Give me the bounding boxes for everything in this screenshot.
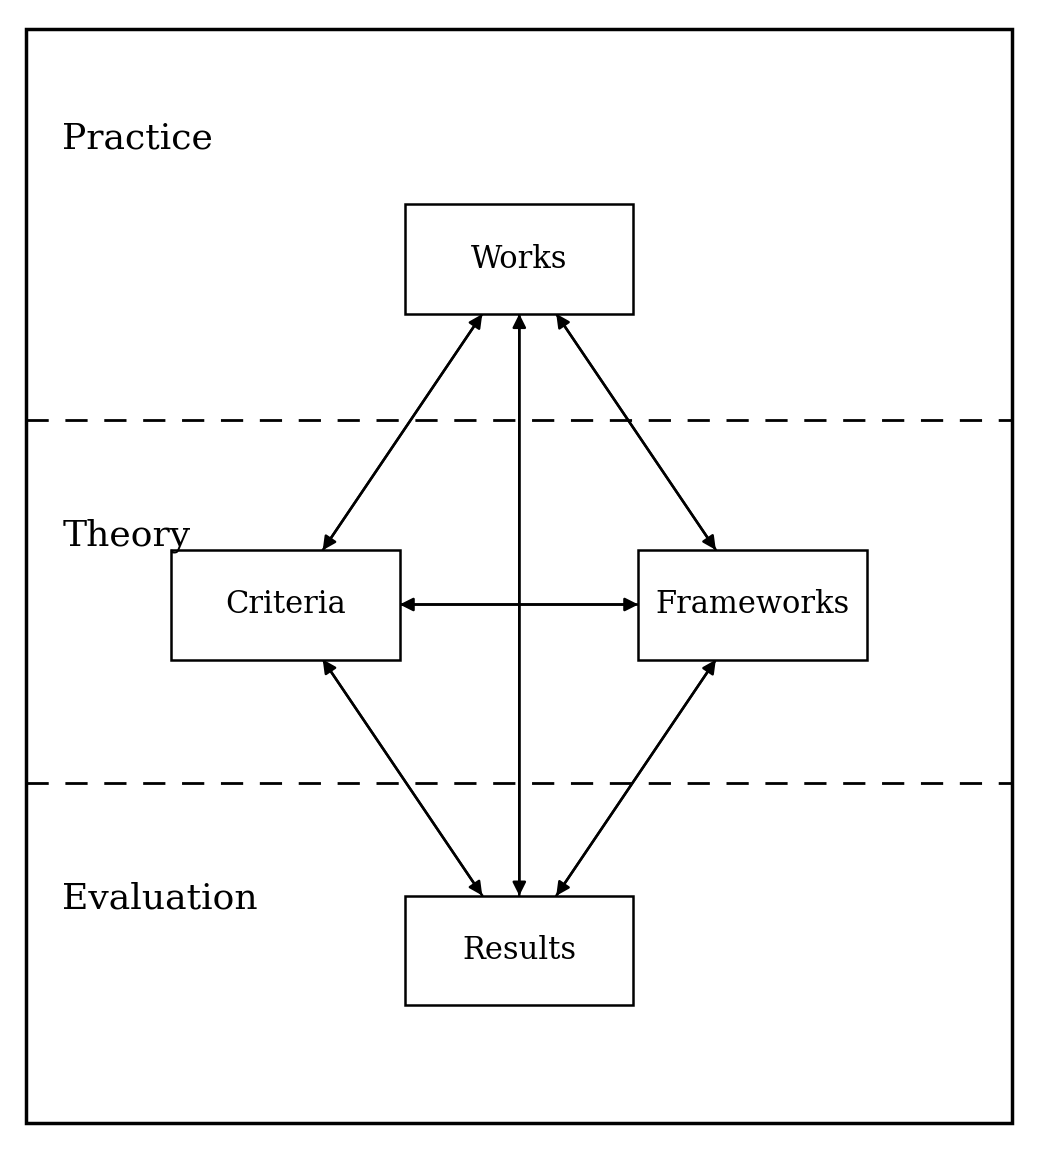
Text: Evaluation: Evaluation [62,881,257,916]
FancyBboxPatch shape [405,896,633,1005]
Text: Works: Works [471,244,567,274]
FancyBboxPatch shape [171,551,400,659]
Text: Criteria: Criteria [225,590,346,620]
Text: Theory: Theory [62,518,190,553]
FancyBboxPatch shape [405,205,633,313]
FancyBboxPatch shape [638,551,867,659]
Text: Results: Results [462,935,576,965]
Text: Practice: Practice [62,121,213,156]
FancyBboxPatch shape [26,29,1012,1123]
Text: Frameworks: Frameworks [655,590,850,620]
